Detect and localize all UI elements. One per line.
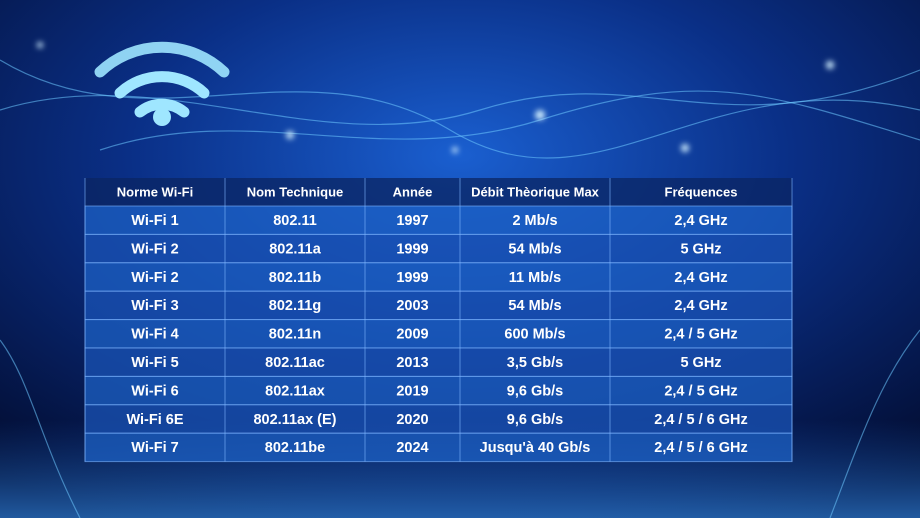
table-cell: 11 Mb/s [509, 270, 561, 286]
waves [0, 59, 920, 518]
table-cell: 600 Mb/s [504, 327, 565, 343]
table-cell: 2019 [396, 383, 428, 399]
table-cell: 2009 [396, 327, 428, 343]
table-cell: Wi-Fi 6 [131, 383, 178, 399]
header-row [85, 178, 792, 206]
table-cell: 2,4 / 5 / 6 GHz [654, 412, 748, 428]
wifi-icon [94, 41, 230, 126]
header-cell: Année [393, 184, 433, 199]
light-dots [37, 42, 834, 153]
header-cell: Débit Thèorique Max [471, 184, 600, 199]
header-cell: Fréquences [665, 184, 738, 199]
table-cell: Wi-Fi 4 [131, 327, 178, 343]
table-cell: Wi-Fi 6E [126, 412, 183, 428]
table-row [84, 432, 793, 463]
table-row [84, 404, 793, 434]
table-cell: Jusqu'à 40 Gb/s [480, 440, 591, 456]
header-cell: Nom Technique [247, 184, 344, 199]
table-cell: 2,4 / 5 GHz [664, 327, 737, 343]
table-cell: 5 GHz [680, 355, 721, 371]
table-cell: 2,4 / 5 GHz [664, 383, 737, 399]
table-row [84, 205, 793, 235]
table-cell: 2,4 GHz [674, 270, 727, 286]
table-row [84, 347, 793, 377]
table-cell: 802.11ax [265, 383, 325, 399]
table-cell: Wi-Fi 2 [131, 241, 178, 257]
table-cell: 2013 [396, 355, 428, 371]
table-cell: 54 Mb/s [508, 241, 561, 257]
table-cell: 802.11ac [265, 355, 325, 371]
table-cell: 802.11be [265, 440, 325, 456]
header-cell: Norme Wi-Fi [117, 184, 193, 199]
table-cell: 802.11n [269, 327, 321, 343]
table-cell: 1997 [396, 213, 428, 229]
table-cell: 54 Mb/s [508, 298, 561, 314]
table-row [84, 375, 793, 406]
table-cell: Wi-Fi 1 [131, 213, 178, 229]
table-cell: 2,4 GHz [674, 213, 727, 229]
table-cell: 1999 [396, 241, 428, 257]
table-cell: 1999 [396, 270, 428, 286]
table-cell: Wi-Fi 7 [131, 440, 178, 456]
table-cell: 2024 [396, 440, 428, 456]
table-cell: 802.11 [273, 213, 317, 229]
table-cell: 2 Mb/s [512, 213, 557, 229]
table-cell: Wi-Fi 5 [131, 355, 178, 371]
table-cell: 2,4 / 5 / 6 GHz [654, 440, 748, 456]
table: Norme Wi-Fi Nom Technique Année Débit Thèor… [84, 178, 793, 463]
table-cell: 802.11a [269, 241, 322, 257]
table-cell: 2003 [396, 298, 428, 314]
table-cell: Wi-Fi 3 [131, 298, 178, 314]
table-cell: 2,4 GHz [674, 298, 727, 314]
table-cell: 802.11b [269, 270, 322, 286]
table-cell: Wi-Fi 2 [131, 270, 178, 286]
table-cell: 3,5 Gb/s [507, 355, 563, 371]
table-cell: 802.11ax (E) [253, 412, 336, 428]
table-cell: 802.11g [269, 298, 321, 314]
table-cell: 5 GHz [680, 241, 721, 257]
table-cell: 2020 [396, 412, 428, 428]
table-cell: 9,6 Gb/s [507, 412, 563, 428]
table-cell: 9,6 Gb/s [507, 383, 563, 399]
